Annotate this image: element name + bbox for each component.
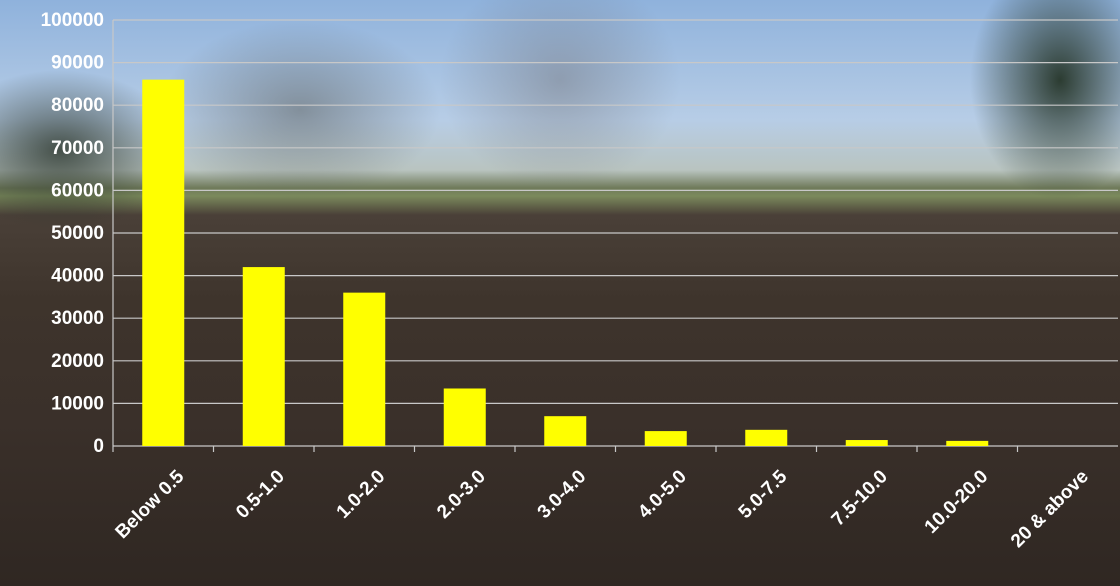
x-tick-label: 20 & above [1007,466,1093,552]
y-tick-label: 50000 [51,223,104,244]
x-tick-label: 7.5-10.0 [828,466,892,530]
y-tick-label: 100000 [41,10,104,31]
x-tick-label: 5.0-7.5 [735,466,792,523]
y-tick-label: 90000 [51,53,104,74]
y-tick-label: 70000 [51,138,104,159]
x-tick-label: 4.0-5.0 [634,466,691,523]
x-tick-label: 1.0-2.0 [333,466,390,523]
y-tick-label: 10000 [51,393,104,414]
x-tick-label: 3.0-4.0 [534,466,591,523]
y-tick-label: 0 [93,436,104,457]
bar [343,292,386,446]
y-tick-label: 20000 [51,351,104,372]
bar [544,416,587,446]
bar [242,267,285,446]
bar [845,440,888,446]
bar [946,440,989,446]
y-tick-label: 30000 [51,308,104,329]
x-tick-label: 2.0-3.0 [433,466,490,523]
bar [142,79,185,446]
y-tick-label: 60000 [51,180,104,201]
bar [644,431,687,446]
y-tick-label: 80000 [51,95,104,116]
x-tick-label: 0.5-1.0 [232,466,289,523]
bar [745,429,788,446]
bar [443,388,486,446]
x-tick-label: Below 0.5 [112,466,189,543]
x-tick-label: 10.0-20.0 [921,466,993,538]
y-tick-label: 40000 [51,266,104,287]
